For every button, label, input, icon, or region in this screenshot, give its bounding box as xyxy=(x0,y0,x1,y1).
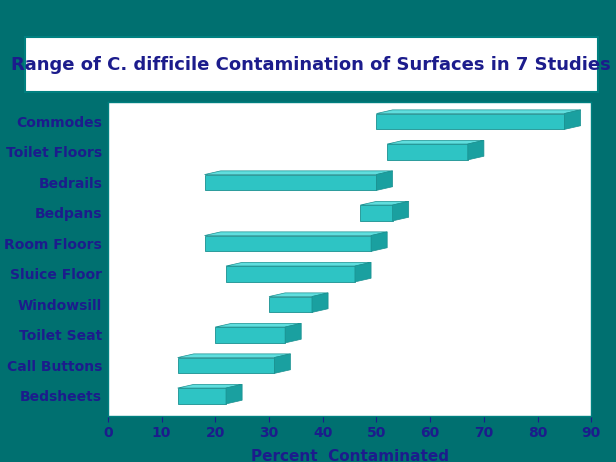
Polygon shape xyxy=(205,171,392,175)
Bar xyxy=(177,358,274,373)
Polygon shape xyxy=(371,232,387,251)
X-axis label: Percent  Contaminated: Percent Contaminated xyxy=(251,449,448,462)
Bar xyxy=(205,175,376,190)
Bar xyxy=(215,327,285,343)
Polygon shape xyxy=(215,323,301,327)
Bar xyxy=(376,114,564,129)
Polygon shape xyxy=(360,201,408,205)
Polygon shape xyxy=(376,110,581,114)
Bar xyxy=(177,388,226,404)
Polygon shape xyxy=(285,323,301,343)
Polygon shape xyxy=(177,354,291,358)
Polygon shape xyxy=(392,201,408,221)
Polygon shape xyxy=(355,262,371,282)
Bar xyxy=(269,297,312,312)
Text: Range of C. difficile Contamination of Surfaces in 7 Studies: Range of C. difficile Contamination of S… xyxy=(11,56,611,73)
Polygon shape xyxy=(468,140,484,160)
Bar xyxy=(360,205,392,221)
Polygon shape xyxy=(564,110,581,129)
Polygon shape xyxy=(312,293,328,312)
Polygon shape xyxy=(226,262,371,266)
Polygon shape xyxy=(387,140,484,144)
Polygon shape xyxy=(177,384,242,388)
Bar xyxy=(387,144,468,160)
Polygon shape xyxy=(274,354,291,373)
Bar xyxy=(205,236,371,251)
Polygon shape xyxy=(205,232,387,236)
Polygon shape xyxy=(226,384,242,404)
Polygon shape xyxy=(376,171,392,190)
Bar xyxy=(226,266,355,282)
Polygon shape xyxy=(269,293,328,297)
